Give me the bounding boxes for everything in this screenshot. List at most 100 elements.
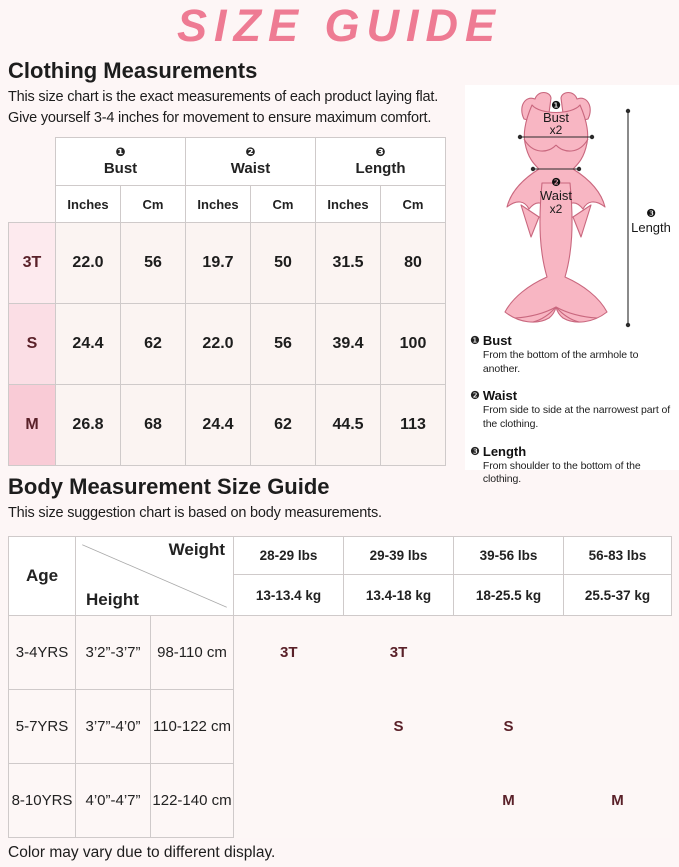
size-cell <box>233 689 344 764</box>
size-cell: S <box>343 689 454 764</box>
table-row: S 24.4 62 22.0 56 39.4 100 <box>8 303 447 385</box>
measurement-value: 62 <box>120 303 186 385</box>
table-row: 5-7YRS 3’7”-4’0” 110-122 cm S S <box>8 689 672 764</box>
weight-header-kg: 18-25.5 kg <box>453 574 564 616</box>
height-label: Height <box>86 590 139 609</box>
height-ft-value: 3’7”-4’0” <box>75 689 151 764</box>
unit-header: Inches <box>185 185 251 223</box>
measurement-value: 113 <box>380 384 447 466</box>
measurement-legend: ❶ Bust From the bottom of the armhole to… <box>470 333 676 499</box>
legend-definition: From side to side at the narrowest part … <box>482 404 671 430</box>
measurement-value: 62 <box>249 384 317 466</box>
height-weight-diagonal-header: Weight Height <box>75 536 234 616</box>
bust-annotation: Bust <box>543 110 569 125</box>
table-row: 8-10YRS 4’0”-4’7” 122-140 cm M M <box>8 763 672 838</box>
height-cm-value: 122-140 cm <box>150 763 234 838</box>
size-cell: M <box>563 763 672 838</box>
clothing-measurements-heading: Clothing Measurements <box>8 58 258 83</box>
measurement-value: 68 <box>120 384 186 466</box>
weight-header-kg: 13-13.4 kg <box>233 574 344 616</box>
measurement-value: 24.4 <box>55 303 121 385</box>
age-value: 3-4YRS <box>8 615 76 690</box>
size-cell: M <box>453 763 564 838</box>
height-cm-value: 98-110 cm <box>150 615 234 690</box>
height-ft-value: 3’2”-3’7” <box>75 615 151 690</box>
circled-1-icon: ❶ <box>551 99 561 112</box>
column-header-waist: ❷ Waist <box>184 137 317 186</box>
circled-3-icon: ❸ <box>646 207 656 220</box>
clothing-measurements-section: Clothing Measurements This size chart is… <box>8 58 460 128</box>
waist-annotation: Waist <box>540 188 572 203</box>
measurement-value: 44.5 <box>315 384 382 466</box>
measurement-value: 22.0 <box>185 303 251 385</box>
body-measurement-table: Age Weight Height 28-29 lbs 29-39 lbs 39… <box>8 536 672 838</box>
length-annotation: Length <box>631 220 671 235</box>
size-cell <box>563 615 672 690</box>
legend-item-length: ❸ Length From shoulder to the bottom of … <box>470 444 676 487</box>
clothing-description-line2: Give yourself 3-4 inches for movement to… <box>8 109 432 126</box>
age-column-header: Age <box>8 536 76 616</box>
color-disclaimer: Color may vary due to different display. <box>8 844 276 861</box>
measurement-value: 39.4 <box>315 303 382 385</box>
legend-definition: From the bottom of the armhole to anothe… <box>482 349 639 375</box>
measurement-value: 56 <box>120 222 186 304</box>
circled-2-icon: ❷ <box>470 389 480 403</box>
circled-2-icon: ❷ <box>551 176 561 189</box>
page-title: SIZE GUIDE <box>176 0 503 51</box>
unit-header: Inches <box>315 185 382 223</box>
age-value: 5-7YRS <box>8 689 76 764</box>
column-header-bust: ❶ Bust <box>55 137 186 186</box>
unit-header: Inches <box>55 185 121 223</box>
bust-x2-annotation: x2 <box>550 123 563 137</box>
weight-header-kg: 25.5-37 kg <box>563 574 672 616</box>
clothing-measurements-table: ❶ Bust ❷ Waist ❸ Length Inches Cm Inches… <box>8 137 447 466</box>
height-cm-value: 110-122 cm <box>150 689 234 764</box>
body-measurement-section: Body Measurement Size Guide This size su… <box>8 474 382 524</box>
diagonal-divider-line <box>76 537 233 615</box>
weight-header-kg: 13.4-18 kg <box>343 574 454 616</box>
table-row: 3T 22.0 56 19.7 50 31.5 80 <box>8 222 447 304</box>
measurement-value: 50 <box>249 222 317 304</box>
age-value: 8-10YRS <box>8 763 76 838</box>
weight-header-lbs: 28-29 lbs <box>233 536 344 575</box>
legend-term: Waist <box>482 388 518 404</box>
size-cell <box>233 763 344 838</box>
circled-1-icon: ❶ <box>470 334 480 347</box>
weight-label: Weight <box>168 540 225 559</box>
circled-2-icon: ❷ <box>245 144 256 159</box>
height-ft-value: 4’0”-4’7” <box>75 763 151 838</box>
measurement-value: 56 <box>249 303 317 385</box>
legend-term: Length <box>482 443 527 459</box>
body-measurement-description: This size suggestion chart is based on b… <box>8 505 382 521</box>
legend-item-waist: ❷ Waist From side to side at the narrowe… <box>470 388 676 431</box>
length-measure-line <box>625 108 631 328</box>
measurement-value: 31.5 <box>315 222 382 304</box>
size-label-m: M <box>8 384 56 466</box>
table-row: M 26.8 68 24.4 62 44.5 113 <box>8 384 447 466</box>
size-label-3t: 3T <box>8 222 56 304</box>
circled-1-icon: ❶ <box>115 144 126 159</box>
body-measurement-heading: Body Measurement Size Guide <box>8 474 330 499</box>
legend-item-bust: ❶ Bust From the bottom of the armhole to… <box>470 333 676 376</box>
measurement-value: 24.4 <box>185 384 251 466</box>
unit-header: Cm <box>249 185 317 223</box>
column-header-length: ❸ Length <box>315 137 447 186</box>
size-cell <box>563 689 672 764</box>
waist-x2-annotation: x2 <box>550 202 563 216</box>
legend-definition: From shoulder to the bottom of the cloth… <box>482 459 641 486</box>
mermaid-dress-illustration: ❶ Bust x2 ❷ Waist x2 ❸ Length <box>504 91 671 328</box>
measurement-diagram-panel: ❶ Bust x2 ❷ Waist x2 ❸ Length ❶ Bust Fro… <box>465 85 679 485</box>
weight-header-lbs: 39-56 lbs <box>453 536 564 575</box>
size-cell: 3T <box>233 615 344 690</box>
measurement-value: 80 <box>380 222 447 304</box>
size-cell <box>343 763 454 838</box>
clothing-description-line1: This size chart is the exact measurement… <box>8 89 439 105</box>
weight-header-lbs: 56-83 lbs <box>563 536 672 575</box>
unit-header: Cm <box>120 185 186 223</box>
measurement-value: 19.7 <box>185 222 251 304</box>
size-cell: S <box>453 689 564 764</box>
measurement-value: 100 <box>380 303 447 385</box>
circled-3-icon: ❸ <box>470 444 480 458</box>
legend-term: Bust <box>482 333 512 348</box>
